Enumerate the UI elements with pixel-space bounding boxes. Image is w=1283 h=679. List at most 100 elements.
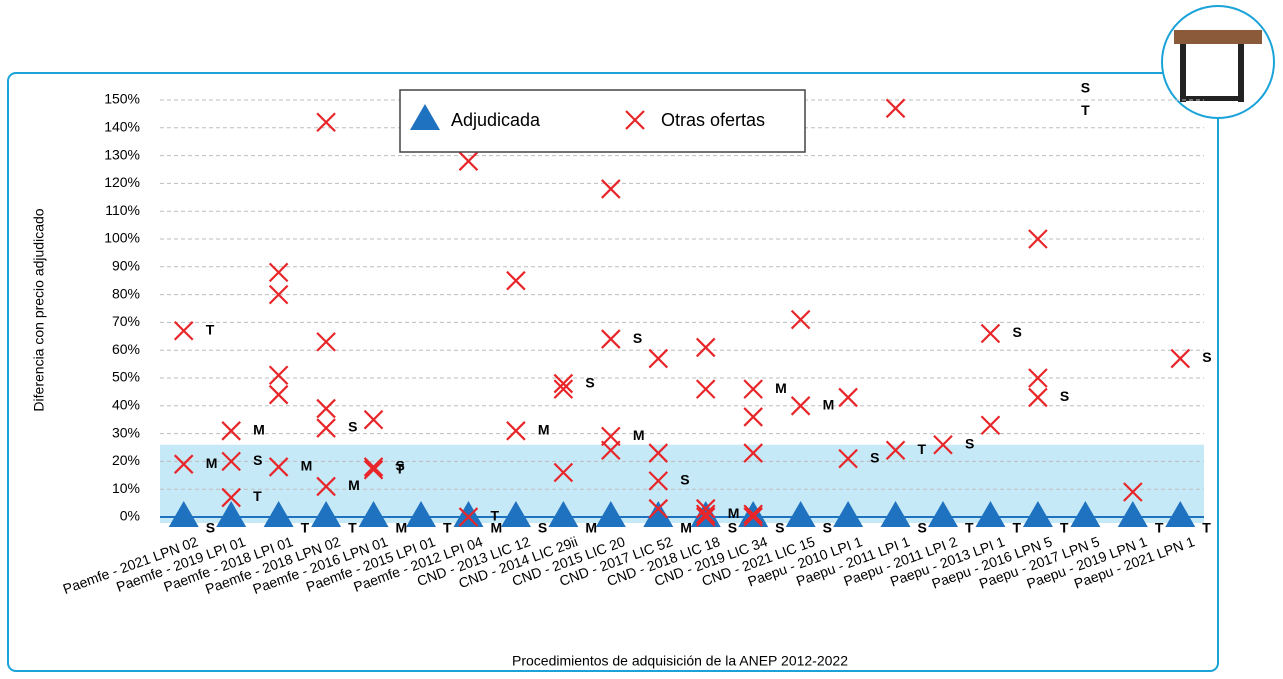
point-label: S bbox=[396, 458, 405, 474]
cross-marker bbox=[268, 262, 289, 283]
point-label: T bbox=[1155, 520, 1164, 536]
legend-marker bbox=[625, 110, 645, 130]
triangle-marker bbox=[216, 501, 247, 527]
y-axis-label: Diferencia con precio adjudicado bbox=[31, 208, 47, 411]
point-label: T bbox=[1060, 520, 1069, 536]
point-label: T bbox=[301, 520, 310, 536]
y-tick-label: 0% bbox=[120, 508, 140, 524]
triangle-marker bbox=[643, 501, 674, 527]
cross-marker bbox=[838, 387, 858, 408]
point-label: S bbox=[728, 520, 737, 536]
cross-marker bbox=[1028, 368, 1048, 388]
cross-marker bbox=[316, 418, 336, 438]
cross-marker bbox=[648, 348, 669, 369]
cross-marker bbox=[316, 332, 336, 352]
point-label: S bbox=[870, 449, 879, 465]
triangle-marker bbox=[785, 501, 816, 527]
point-label: M bbox=[301, 458, 313, 474]
cross-marker bbox=[173, 320, 194, 341]
y-tick-label: 100% bbox=[104, 230, 140, 246]
point-label: S bbox=[253, 452, 262, 468]
point-label: M bbox=[396, 520, 408, 536]
cross-marker bbox=[316, 398, 336, 419]
cross-marker bbox=[1170, 348, 1191, 369]
cross-marker bbox=[363, 457, 384, 477]
cross-marker bbox=[1028, 229, 1048, 249]
triangle-marker bbox=[263, 501, 294, 527]
highlight-band bbox=[160, 444, 1204, 523]
y-tick-label: 40% bbox=[112, 397, 140, 413]
cross-marker bbox=[316, 112, 336, 133]
cross-marker bbox=[743, 504, 763, 524]
cross-marker bbox=[601, 329, 621, 349]
point-label: T bbox=[965, 520, 974, 536]
legend-marker bbox=[410, 104, 440, 130]
triangle-marker bbox=[358, 501, 389, 527]
point-label: S bbox=[918, 520, 927, 536]
point-label: S bbox=[775, 520, 784, 536]
cross-marker bbox=[363, 409, 384, 430]
cross-marker bbox=[221, 421, 241, 441]
point-label: M bbox=[253, 422, 265, 438]
cross-marker bbox=[885, 440, 906, 461]
y-tick-label: 140% bbox=[104, 119, 140, 135]
triangle-marker bbox=[1022, 501, 1053, 527]
legend-label: Adjudicada bbox=[451, 110, 541, 130]
point-label: S bbox=[1012, 324, 1021, 340]
point-label: T bbox=[348, 520, 357, 536]
triangle-marker bbox=[548, 501, 579, 527]
cross-marker bbox=[173, 454, 194, 474]
y-tick-label: 90% bbox=[112, 258, 140, 274]
point-label: M bbox=[538, 422, 550, 438]
cross-marker bbox=[695, 498, 716, 519]
triangle-marker bbox=[168, 501, 199, 527]
point-label: M bbox=[823, 397, 835, 413]
point-label: T bbox=[443, 520, 452, 536]
cross-marker bbox=[838, 448, 858, 469]
cross-marker bbox=[601, 426, 621, 447]
cross-marker bbox=[695, 507, 716, 527]
cross-marker bbox=[458, 151, 479, 171]
cross-marker bbox=[980, 415, 1001, 436]
point-label: M bbox=[680, 520, 692, 536]
point-label: T bbox=[1012, 520, 1021, 536]
point-label: M bbox=[633, 427, 645, 443]
point-label: T bbox=[206, 321, 215, 337]
y-tick-label: 130% bbox=[104, 146, 140, 162]
cross-marker bbox=[268, 284, 289, 305]
point-label: T bbox=[918, 441, 927, 457]
cross-marker bbox=[268, 365, 289, 385]
point-label: M bbox=[728, 505, 740, 521]
y-tick-label: 150% bbox=[104, 91, 140, 107]
cross-marker bbox=[221, 487, 241, 508]
triangle-marker bbox=[975, 501, 1006, 527]
cross-marker bbox=[743, 507, 763, 527]
cross-marker bbox=[648, 471, 669, 491]
point-label: S bbox=[633, 330, 642, 346]
triangle-marker bbox=[833, 501, 864, 527]
cross-marker bbox=[553, 379, 574, 399]
cross-marker bbox=[458, 507, 479, 527]
cross-marker bbox=[601, 440, 621, 461]
point-label: T bbox=[490, 508, 499, 524]
cross-marker bbox=[506, 421, 526, 441]
y-tick-label: 30% bbox=[112, 424, 140, 440]
cross-marker bbox=[790, 309, 811, 330]
triangle-marker bbox=[1165, 501, 1196, 527]
triangle-marker bbox=[1070, 501, 1101, 527]
point-label: S bbox=[823, 520, 832, 536]
y-tick-label: 10% bbox=[112, 480, 140, 496]
y-tick-label: 60% bbox=[112, 341, 140, 357]
cross-marker bbox=[695, 379, 716, 399]
point-label: S bbox=[1060, 388, 1069, 404]
cross-marker bbox=[506, 270, 526, 291]
point-label: M bbox=[490, 520, 502, 536]
cross-marker bbox=[363, 459, 384, 480]
triangle-marker bbox=[928, 501, 958, 527]
point-label: S bbox=[206, 520, 215, 536]
cross-marker bbox=[933, 434, 953, 455]
y-tick-label: 120% bbox=[104, 174, 140, 190]
legend-box bbox=[399, 89, 806, 153]
cross-marker bbox=[648, 498, 669, 519]
cross-marker bbox=[1028, 387, 1048, 408]
